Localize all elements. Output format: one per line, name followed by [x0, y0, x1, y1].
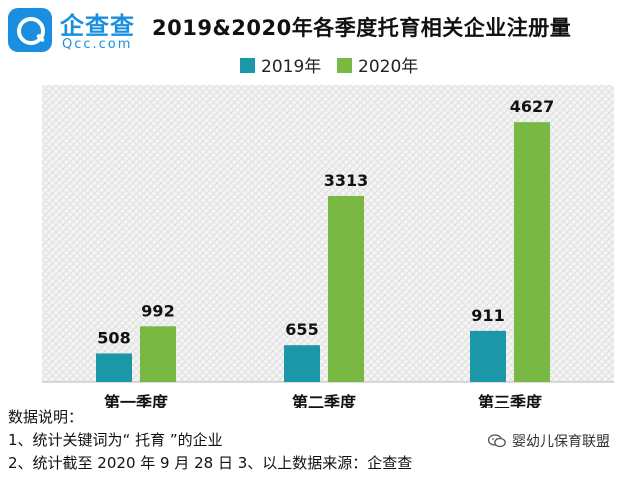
- data-label-2019-q2: 655: [285, 320, 318, 339]
- bar-2019-q3: [470, 330, 506, 382]
- bar-chart: 508 992 第一季度 655 3313 第二季度 911 4627 第三季度: [42, 85, 614, 408]
- qcc-logo: 企查查 Qcc.com: [8, 6, 138, 56]
- magnifier-logo-icon: [8, 8, 52, 52]
- legend-swatch-2020: [337, 58, 352, 73]
- bar-2020-q1: [140, 326, 176, 382]
- logo-domain: Qcc.com: [62, 37, 133, 52]
- bar-2019-q2: [284, 345, 320, 382]
- data-label-2020-q3: 4627: [510, 97, 555, 116]
- legend-swatch-2019: [240, 58, 255, 73]
- notes-line-1: 1、统计关键词为“ 托育 ”的企业: [8, 431, 223, 449]
- data-notes: 数据说明： 1、统计关键词为“ 托育 ”的企业 2、统计截至 2020 年 9 …: [8, 406, 412, 475]
- x-tick-label-q1: 第一季度: [104, 393, 169, 408]
- logo-name: 企查查: [60, 12, 135, 40]
- watermark-text: 婴幼儿保育联盟: [512, 434, 610, 450]
- chart-title: 2019&2020年各季度托育相关企业注册量: [152, 16, 572, 40]
- data-label-2019-q3: 911: [471, 306, 504, 325]
- wechat-watermark: 婴幼儿保育联盟: [488, 431, 610, 451]
- legend-label-2019: 2019年: [261, 57, 322, 77]
- legend-item-2019: 2019年: [240, 52, 321, 77]
- notes-line-2: 2、统计截至 2020 年 9 月 28 日 3、以上数据来源：企查查: [8, 454, 413, 472]
- legend-label-2020: 2020年: [358, 57, 419, 77]
- legend-item-2020: 2020年: [337, 52, 418, 77]
- bar-2019-q1: [96, 353, 132, 382]
- bar-2020-q2: [328, 195, 364, 382]
- wechat-icon: [488, 434, 506, 448]
- bar-2020-q3: [514, 122, 550, 383]
- data-label-2020-q2: 3313: [324, 171, 369, 190]
- x-tick-label-q3: 第三季度: [478, 393, 543, 408]
- notes-heading: 数据说明：: [8, 408, 84, 426]
- data-label-2020-q1: 992: [141, 301, 174, 320]
- x-tick-label-q2: 第二季度: [292, 393, 357, 408]
- data-label-2019-q1: 508: [97, 328, 130, 347]
